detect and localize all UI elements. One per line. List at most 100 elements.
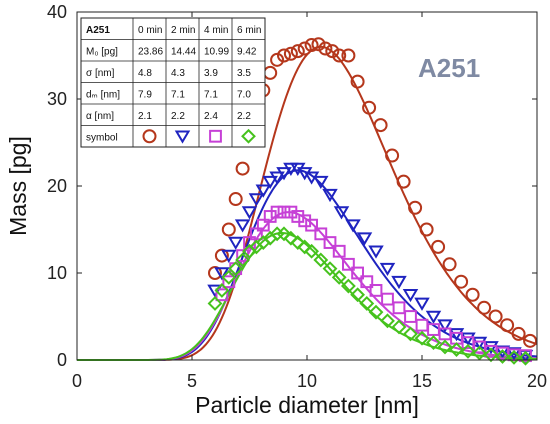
x-tick-label: 5 [187,371,197,391]
data-point [277,48,291,63]
data-point [235,252,251,268]
data-point [291,210,305,223]
data-point [369,284,383,297]
annotation-a251: A251 [418,53,480,83]
data-point [500,318,515,333]
table-value-cell: 2.2 [237,111,251,122]
data-point [208,266,222,280]
data-point [396,174,411,189]
table-header-cell: 0 min [138,25,162,36]
data-point [262,175,278,190]
table-value-cell: 7.1 [171,89,185,100]
data-point [351,266,365,280]
table-value-cell: 23.86 [138,46,163,57]
data-point [207,296,223,311]
data-point [360,275,374,289]
y-axis-label: Mass [pg] [5,136,31,236]
table-header-cell: 2 min [171,25,195,36]
series-diamond [207,226,533,366]
data-point [494,345,511,359]
table-value-cell: 7.0 [237,89,251,100]
table-value-cell: 4.3 [171,68,185,79]
data-point [290,235,306,250]
data-point [322,188,338,203]
data-point [460,332,476,346]
data-point [495,349,510,364]
table-header-cell: A251 [86,25,110,36]
y-tick-label: 0 [57,350,67,370]
data-point [270,52,285,67]
data-point [408,200,423,215]
table-row-label: σ [nm] [86,68,115,79]
y-tick-label: 40 [47,2,67,22]
data-point [403,326,418,342]
data-point [322,261,338,277]
data-point [215,288,229,302]
data-point [511,326,526,341]
table-value-cell: 2.1 [138,111,152,122]
data-point [263,210,277,223]
data-point [472,345,487,361]
data-point [277,205,291,219]
data-point [488,309,503,324]
data-point [523,333,538,348]
data-point [359,296,375,311]
data-point [477,300,492,315]
parameter-table: A251 0 min 2 min 4 min 6 min M₀ [pg] 23.86 14.4… [80,17,266,148]
data-point [221,269,237,285]
data-point [269,171,285,185]
data-point [234,219,251,233]
data-point [318,41,333,56]
data-point [437,339,453,355]
data-point [222,275,236,289]
data-point [340,278,356,294]
data-point [425,310,442,324]
data-point [414,297,430,311]
data-point [483,347,499,363]
table-row-label: dₘ [nm] [86,89,120,100]
y-tick-label: 10 [47,263,67,283]
table-value-cell: 7.1 [204,89,218,100]
data-point [290,44,305,59]
data-point [392,301,406,315]
data-point [235,161,250,176]
data-point [380,313,395,329]
table-value-cell: 14.44 [171,46,196,57]
x-tick-label: 10 [297,371,317,391]
data-point [442,257,457,272]
data-point [518,350,533,366]
table-header-cell: 4 min [204,25,228,36]
data-point [304,38,319,53]
legend-symbol [241,128,256,144]
data-point [325,44,340,59]
data-point [276,226,292,242]
data-point [297,41,312,56]
data-point [227,236,244,250]
data-point [379,262,396,277]
data-point [391,275,407,290]
data-point [332,244,346,258]
data-point [465,287,480,302]
data-point [373,118,388,133]
data-point [248,193,265,207]
x-tick-label: 15 [412,371,432,391]
data-point [414,330,430,346]
data-point [284,205,298,219]
data-point [256,218,270,232]
data-point [402,288,419,303]
data-point [311,37,326,52]
data-point [368,245,384,259]
data-point [270,205,284,219]
data-point [471,336,488,350]
data-markers [207,37,538,366]
table-value-cell: 10.99 [204,46,229,57]
data-point [304,243,320,259]
data-point [214,282,230,298]
data-point [283,46,298,61]
data-point [255,184,272,198]
data-point [250,227,263,241]
data-point [350,74,365,89]
y-tick-label: 20 [47,176,67,196]
data-point [313,252,329,268]
